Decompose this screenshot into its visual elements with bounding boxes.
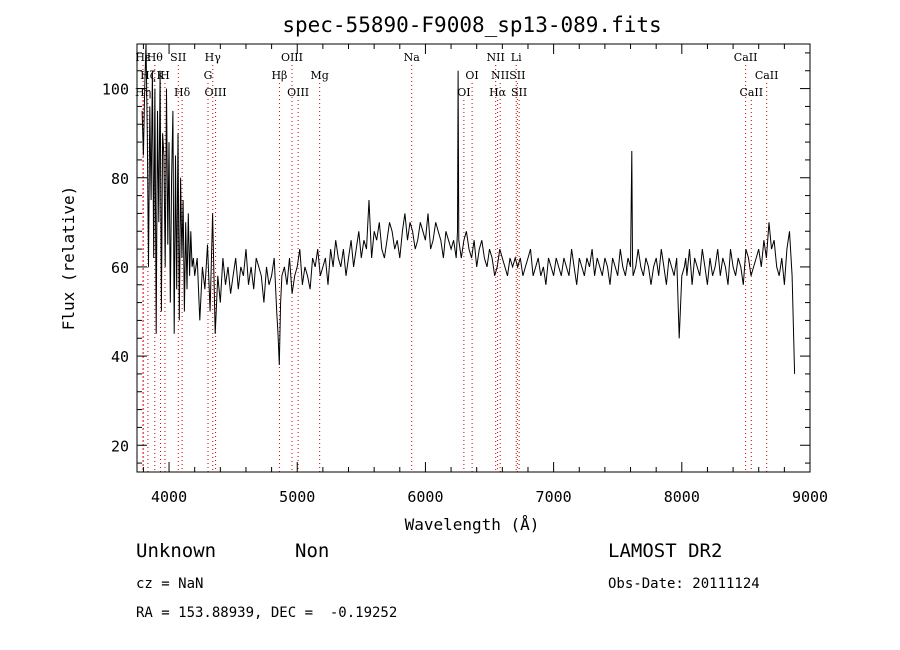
object-subclass: Non: [295, 540, 330, 562]
line-marker-label: NII: [487, 51, 505, 64]
line-marker-label: Hζ: [140, 69, 156, 82]
line-marker-label: OI: [457, 86, 470, 99]
line-marker-label: Hδ: [174, 86, 191, 99]
chart-title: spec-55890-F9008_sp13-089.fits: [282, 13, 661, 37]
x-tick-label: 8000: [664, 488, 700, 506]
y-axis-title: Flux (relative): [59, 186, 78, 331]
x-tick-label: 7000: [536, 488, 572, 506]
line-marker-label: Na: [404, 51, 421, 64]
x-tick-label: 5000: [279, 488, 315, 506]
line-marker-label: K: [156, 69, 165, 82]
y-tick-label: 40: [111, 348, 129, 366]
axis-ticks: 4000 5000 6000 7000 8000 9000 20 40 60 80 100: [102, 44, 828, 506]
x-tick-label: 6000: [407, 488, 443, 506]
line-marker-label: Mg: [311, 69, 329, 82]
y-tick-label: 100: [102, 81, 129, 99]
line-markers: HεHζHθHηKHSIIHδHγGOIIIOIIIHβOIIIMgNaOIOI…: [135, 51, 779, 472]
line-marker-label: CaII: [734, 51, 758, 64]
line-marker-label: Li: [511, 51, 522, 64]
line-marker-label: OIII: [287, 86, 309, 99]
plot-frame: [136, 43, 811, 473]
x-tick-label: 4000: [151, 488, 187, 506]
line-marker-label: Hθ: [147, 51, 164, 64]
line-marker-label: Hα: [489, 86, 507, 99]
line-marker-label: OIII: [281, 51, 303, 64]
x-tick-label: 9000: [792, 488, 828, 506]
line-marker-label: SII: [511, 86, 527, 99]
x-axis-title: Wavelength (Å): [405, 515, 540, 534]
object-class: Unknown: [136, 540, 217, 562]
line-marker-label: G: [204, 69, 213, 82]
line-marker-label: Hβ: [271, 69, 287, 82]
line-marker-label: Hγ: [205, 51, 222, 64]
spectrum-series: [141, 43, 796, 374]
line-marker-label: CaII: [755, 69, 779, 82]
y-tick-label: 20: [111, 437, 129, 455]
line-marker-label: OI: [465, 69, 478, 82]
line-marker-label: OIII: [205, 86, 227, 99]
line-marker-label: H: [160, 69, 170, 82]
coordinates-text: RA = 153.88939, DEC = -0.19252: [136, 605, 398, 621]
line-marker-label: Hε: [135, 51, 151, 64]
line-marker-label: SII: [509, 69, 525, 82]
line-marker-label: CaII: [739, 86, 763, 99]
y-tick-label: 60: [111, 259, 129, 277]
obs-date-text: Obs-Date: 20111124: [608, 576, 760, 592]
redshift-text: cz = NaN: [136, 576, 204, 592]
line-marker-label: NII: [491, 69, 509, 82]
y-tick-label: 80: [111, 170, 129, 188]
survey-label: LAMOST DR2: [608, 540, 723, 562]
line-marker-label: SII: [170, 51, 186, 64]
